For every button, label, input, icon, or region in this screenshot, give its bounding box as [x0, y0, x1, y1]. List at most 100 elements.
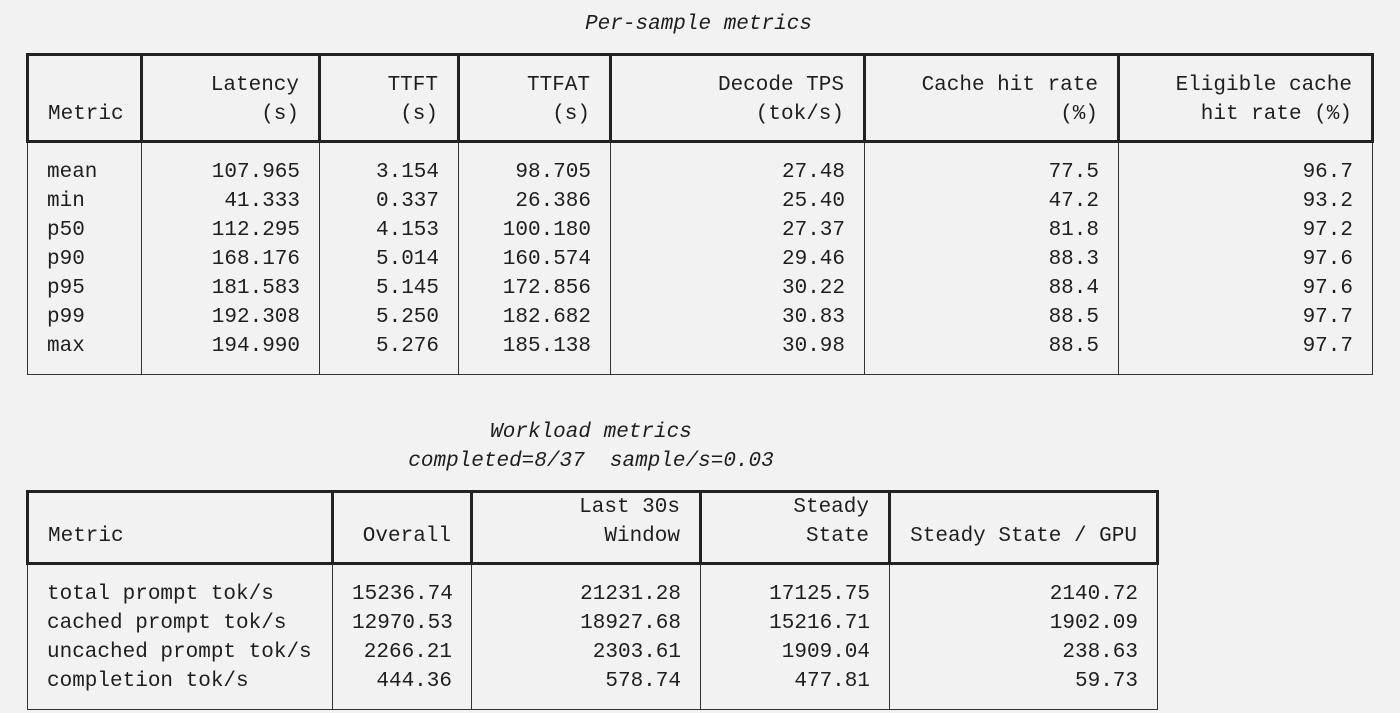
table-cell: 97.7	[1118, 332, 1373, 375]
table-cell: 185.138	[458, 332, 611, 375]
table-cell: 47.2	[864, 187, 1119, 216]
table-cell: 5.145	[319, 274, 459, 303]
table-cell: min	[27, 187, 142, 216]
table-cell: 3.154	[319, 141, 459, 187]
table-row: mean 107.965 3.154 98.705 27.48 77.5 96.7	[27, 141, 1373, 187]
header-cell: Metric	[26, 53, 143, 143]
table-cell: 59.73	[889, 667, 1158, 710]
table-cell: 160.574	[458, 245, 611, 274]
table-body: mean 107.965 3.154 98.705 27.48 77.5 96.7 min 41…	[27, 141, 1373, 375]
table-row: p99 192.308 5.250 182.682 30.83 88.5 97.7	[27, 303, 1373, 332]
table-cell: 15236.74	[332, 563, 472, 609]
table-cell: 30.83	[610, 303, 865, 332]
table-cell: 444.36	[332, 667, 472, 710]
table-title: Workload metrics	[490, 421, 692, 444]
table-cell: 29.46	[610, 245, 865, 274]
table-cell: 172.856	[458, 274, 611, 303]
header-cell: Metric	[26, 490, 334, 565]
header-cell: Latency (s)	[140, 53, 321, 143]
per-sample-table: Metric Latency (s) TTFT (s) TTFAT (s) Decode…	[26, 53, 1374, 375]
table-cell: 4.153	[319, 216, 459, 245]
table-cell: 18927.68	[471, 609, 701, 638]
table-cell: 192.308	[141, 303, 320, 332]
table-cell: p50	[27, 216, 142, 245]
table-cell: mean	[27, 141, 142, 187]
table-cell: 0.337	[319, 187, 459, 216]
table-cell: 107.965	[141, 141, 320, 187]
table-cell: 97.7	[1118, 303, 1373, 332]
table-cell: max	[27, 332, 142, 375]
table-cell: 2140.72	[889, 563, 1158, 609]
table-row: total prompt tok/s 15236.74 21231.28 17125.…	[27, 563, 1158, 609]
table-body: total prompt tok/s 15236.74 21231.28 17125.…	[27, 563, 1158, 710]
table-cell: p99	[27, 303, 142, 332]
header-cell: Steady State	[699, 490, 891, 565]
header-cell: Decode TPS (tok/s)	[609, 53, 866, 143]
table-cell: 5.276	[319, 332, 459, 375]
workload-table: Metric Overall Last 30s Window Steady State…	[26, 490, 1159, 710]
table-cell: total prompt tok/s	[27, 563, 333, 609]
table-cell: 93.2	[1118, 187, 1373, 216]
table-cell: 26.386	[458, 187, 611, 216]
table-cell: p95	[27, 274, 142, 303]
table-cell: 97.2	[1118, 216, 1373, 245]
table-cell: 96.7	[1118, 141, 1373, 187]
table-cell: 88.5	[864, 332, 1119, 375]
table-cell: 17125.75	[700, 563, 890, 609]
table-cell: 97.6	[1118, 274, 1373, 303]
table-cell: 5.250	[319, 303, 459, 332]
header-cell: Eligible cache hit rate (%)	[1117, 53, 1374, 143]
table-cell: 88.3	[864, 245, 1119, 274]
table-cell: 21231.28	[471, 563, 701, 609]
table-row: p95 181.583 5.145 172.856 30.22 88.4 97.6	[27, 274, 1373, 303]
table-header: Metric Overall Last 30s Window Steady State…	[26, 490, 1159, 565]
header-cell: TTFT (s)	[318, 53, 460, 143]
table-cell: 100.180	[458, 216, 611, 245]
table-cell: 477.81	[700, 667, 890, 710]
table-cell: 98.705	[458, 141, 611, 187]
table-subtitle: completed=8/37 sample/s=0.03	[408, 450, 774, 473]
table-cell: 2266.21	[332, 638, 472, 667]
table-cell: 238.63	[889, 638, 1158, 667]
table-cell: uncached prompt tok/s	[27, 638, 333, 667]
table-cell: 1902.09	[889, 609, 1158, 638]
table-cell: 97.6	[1118, 245, 1373, 274]
table-cell: 88.4	[864, 274, 1119, 303]
table-cell: 12970.53	[332, 609, 472, 638]
table-cell: 168.176	[141, 245, 320, 274]
table-header: Metric Latency (s) TTFT (s) TTFAT (s) Decode…	[26, 53, 1374, 143]
table-cell: 181.583	[141, 274, 320, 303]
table-row: min 41.333 0.337 26.386 25.40 47.2 93.2	[27, 187, 1373, 216]
table-cell: 77.5	[864, 141, 1119, 187]
header-row: Metric Overall Last 30s Window Steady State…	[26, 490, 1159, 565]
table-row: uncached prompt tok/s 2266.21 2303.61 1909.…	[27, 638, 1158, 667]
table-cell: 194.990	[141, 332, 320, 375]
header-cell: Last 30s Window	[470, 490, 702, 565]
table-cell: 30.98	[610, 332, 865, 375]
table-row: p50 112.295 4.153 100.180 27.37 81.8 97.2	[27, 216, 1373, 245]
table-cell: 182.682	[458, 303, 611, 332]
table-cell: 81.8	[864, 216, 1119, 245]
table-cell: 1909.04	[700, 638, 890, 667]
header-cell: Overall	[331, 490, 473, 565]
table-cell: 5.014	[319, 245, 459, 274]
header-cell: Steady State / GPU	[888, 490, 1159, 565]
table-row: max 194.990 5.276 185.138 30.98 88.5 97.7	[27, 332, 1373, 375]
table-cell: p90	[27, 245, 142, 274]
table-cell: 2303.61	[471, 638, 701, 667]
table-cell: 30.22	[610, 274, 865, 303]
table-cell: 112.295	[141, 216, 320, 245]
table-cell: 88.5	[864, 303, 1119, 332]
table-cell: 41.333	[141, 187, 320, 216]
table-title: Per-sample metrics	[585, 13, 812, 36]
table-row: completion tok/s 444.36 578.74 477.81 59.73	[27, 667, 1158, 710]
table-cell: 27.48	[610, 141, 865, 187]
table-cell: 15216.71	[700, 609, 890, 638]
header-cell: TTFAT (s)	[457, 53, 612, 143]
table-row: cached prompt tok/s 12970.53 18927.68 15216…	[27, 609, 1158, 638]
table-cell: 25.40	[610, 187, 865, 216]
header-row: Metric Latency (s) TTFT (s) TTFAT (s) Decode…	[26, 53, 1374, 143]
table-cell: 578.74	[471, 667, 701, 710]
table-cell: cached prompt tok/s	[27, 609, 333, 638]
